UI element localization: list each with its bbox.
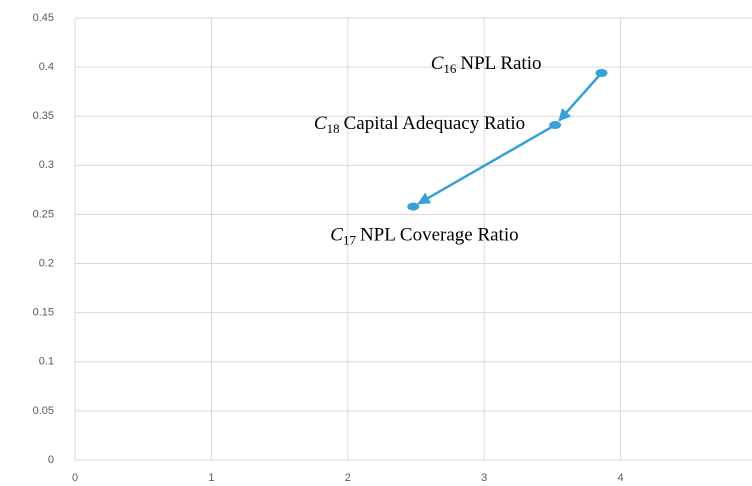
arrow: [558, 72, 603, 122]
y-tick-label: 0.2: [39, 257, 54, 269]
point-label: C17 NPL Coverage Ratio: [330, 225, 518, 248]
point: [407, 202, 420, 211]
arrow: [417, 123, 556, 205]
point-label: C16 NPL Ratio: [431, 53, 542, 76]
y-tick-label: 0.25: [33, 208, 54, 220]
label-text: NPL Coverage Ratio: [360, 225, 519, 246]
point: [595, 69, 608, 78]
label-text: NPL Ratio: [460, 53, 541, 74]
y-tick-label: 0.4: [39, 61, 54, 73]
x-tick-label: 1: [208, 472, 214, 484]
label-sub: 17: [343, 233, 357, 248]
label-letter: C: [330, 225, 343, 246]
point-label: C18 Capital Adequacy Ratio: [314, 113, 525, 136]
y-tick-label: 0: [48, 454, 54, 466]
y-tick-label: 0.35: [33, 110, 54, 122]
y-tick-label: 0.15: [33, 307, 54, 319]
x-tick-label: 3: [481, 472, 487, 484]
y-tick-label: 0.3: [39, 159, 54, 171]
point: [549, 121, 562, 130]
x-tick-label: 0: [72, 472, 78, 484]
label-letter: C: [431, 53, 444, 74]
label-text: Capital Adequacy Ratio: [344, 113, 526, 134]
y-tick-label: 0.05: [33, 405, 54, 417]
label-sub: 18: [327, 121, 340, 136]
label-letter: C: [314, 113, 327, 134]
x-tick-label: 4: [618, 472, 624, 484]
y-tick-label: 0.1: [39, 356, 54, 368]
y-tick-label: 0.45: [33, 12, 54, 24]
x-tick-label: 2: [345, 472, 351, 484]
label-sub: 16: [443, 61, 457, 76]
line: [413, 73, 601, 207]
